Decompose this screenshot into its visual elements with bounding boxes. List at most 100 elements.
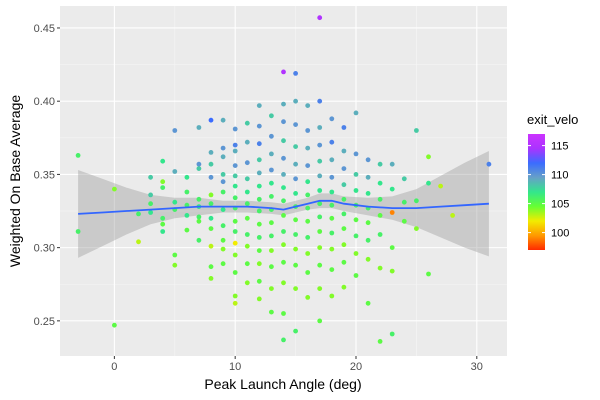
- data-point: [305, 179, 311, 185]
- data-point: [317, 214, 323, 220]
- data-point: [281, 311, 286, 316]
- data-point: [220, 207, 226, 213]
- data-point: [341, 148, 347, 154]
- data-point: [353, 110, 359, 116]
- data-point: [329, 157, 335, 163]
- data-point: [232, 126, 238, 132]
- data-point: [232, 195, 238, 201]
- data-point: [293, 122, 298, 127]
- data-point: [232, 183, 238, 189]
- data-point: [232, 293, 238, 299]
- data-point: [281, 213, 286, 218]
- confidence-band: [78, 151, 489, 258]
- data-point: [269, 151, 274, 157]
- data-point: [148, 174, 154, 180]
- data-point: [75, 229, 81, 234]
- data-point: [329, 116, 335, 122]
- legend-tick-label: 110: [551, 170, 569, 182]
- data-point: [486, 161, 492, 167]
- data-point: [293, 217, 298, 223]
- data-point: [244, 261, 250, 267]
- data-point: [136, 239, 141, 245]
- data-point: [208, 226, 214, 232]
- data-point: [281, 229, 286, 234]
- data-point: [353, 251, 359, 256]
- data-point: [353, 233, 359, 239]
- data-point: [256, 103, 262, 108]
- y-tick-label: 0.35: [34, 169, 55, 181]
- data-point: [377, 232, 383, 237]
- data-point: [196, 125, 202, 130]
- data-point: [256, 296, 262, 302]
- data-point: [172, 128, 178, 133]
- legend-colorbar: [528, 134, 545, 250]
- data-point: [389, 268, 395, 274]
- smooth-fit-line: [78, 199, 489, 215]
- data-point: [317, 201, 323, 207]
- data-point: [256, 157, 262, 163]
- data-point: [281, 280, 286, 286]
- data-point: [244, 120, 250, 126]
- data-point: [112, 322, 117, 328]
- data-point: [365, 157, 371, 163]
- data-point: [293, 98, 298, 104]
- data-point: [353, 217, 359, 223]
- data-point: [172, 169, 178, 174]
- data-point: [160, 179, 166, 185]
- data-point: [414, 198, 419, 204]
- y-axis-title: Weighted On Base Average: [7, 95, 23, 267]
- data-point: [329, 174, 335, 180]
- data-point: [341, 259, 347, 265]
- x-axis-title: Peak Launch Angle (deg): [204, 376, 361, 392]
- data-point: [305, 218, 311, 224]
- data-point: [293, 176, 298, 182]
- data-point: [220, 117, 226, 123]
- data-point: [269, 309, 274, 315]
- data-point: [426, 154, 431, 160]
- data-point: [160, 185, 166, 191]
- data-point: [317, 15, 323, 21]
- data-point: [401, 199, 407, 205]
- data-point: [317, 245, 323, 251]
- data-point: [305, 103, 311, 108]
- data-point: [281, 138, 286, 144]
- data-point: [220, 237, 226, 243]
- data-point: [293, 71, 298, 76]
- data-point: [341, 125, 347, 130]
- data-point: [353, 273, 359, 278]
- data-point: [256, 196, 262, 202]
- data-point: [244, 201, 250, 207]
- data-point: [184, 174, 190, 180]
- data-point: [317, 158, 323, 164]
- data-point: [148, 210, 154, 215]
- data-point: [389, 210, 395, 215]
- legend-title: exit_velo: [527, 112, 578, 127]
- data-point: [293, 328, 298, 334]
- data-point: [256, 221, 262, 227]
- data-point: [293, 144, 298, 150]
- data-point: [232, 142, 238, 148]
- data-point: [196, 237, 202, 243]
- data-point: [317, 229, 323, 234]
- data-point: [341, 196, 347, 202]
- x-axis-ticks: 0 10 20 30: [111, 356, 483, 373]
- data-point: [341, 226, 347, 232]
- data-point: [160, 158, 166, 164]
- data-point: [148, 192, 154, 198]
- data-point: [365, 256, 371, 262]
- data-point: [136, 211, 141, 217]
- data-point: [329, 189, 335, 195]
- data-point: [232, 240, 238, 246]
- data-point: [353, 188, 359, 193]
- data-point: [208, 215, 214, 221]
- data-point: [438, 183, 443, 189]
- data-point: [293, 262, 298, 268]
- color-legend: exit_velo 100 105 110 115: [527, 112, 578, 250]
- data-point: [232, 163, 238, 169]
- data-point: [232, 148, 238, 154]
- data-point: [112, 186, 117, 192]
- data-point: [377, 161, 383, 167]
- data-point: [256, 183, 262, 189]
- data-point: [317, 125, 323, 130]
- x-tick-label: 30: [471, 361, 483, 373]
